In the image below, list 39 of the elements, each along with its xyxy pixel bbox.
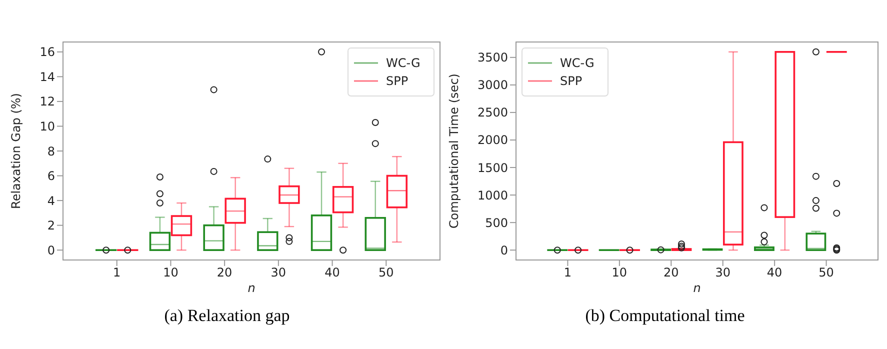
x-tick-label: 10 (612, 266, 628, 280)
y-tick-label: 8 (47, 144, 55, 158)
y-tick-label: 1500 (477, 160, 508, 175)
y-tick-label: 2 (47, 218, 55, 233)
y-tick-label: 16 (40, 45, 55, 60)
legend-label: WC-G (386, 56, 420, 70)
y-tick-label: 2500 (477, 106, 508, 120)
text: (a) Relaxation gap (163, 306, 291, 326)
x-tick-label: 40 (324, 266, 340, 280)
x-tick-label: 20 (216, 266, 232, 280)
y-tick-label: 14 (40, 70, 55, 84)
y-tick-label: 3000 (477, 78, 508, 92)
y-tick-label: 3500 (477, 50, 508, 65)
legend-label: SPP (560, 74, 582, 88)
text: (b) Computational time (584, 306, 746, 326)
x-tick-label: 50 (818, 266, 834, 280)
y-tick-label: 1000 (477, 188, 508, 202)
x-tick-label: 10 (163, 266, 178, 280)
x-tick-label: 30 (715, 266, 730, 280)
y-tick-label: 12 (40, 94, 55, 109)
y-tick-label: 500 (485, 216, 508, 230)
y-tick-label: 4 (47, 194, 55, 208)
y-tick-label: 6 (47, 169, 55, 184)
legend-label: WC-G (560, 56, 594, 70)
y-tick-label: 2000 (477, 133, 508, 148)
y-tick-label: 10 (40, 119, 55, 134)
x-axis-title: n (248, 281, 256, 295)
x-axis-title: n (693, 281, 701, 295)
x-tick-label: 1 (564, 266, 572, 280)
y-axis-title: Computational Time (sec) (447, 74, 461, 228)
y-tick-label: 0 (500, 243, 508, 258)
x-tick-label: 30 (270, 266, 286, 280)
x-tick-label: 20 (664, 266, 679, 280)
x-tick-label: 1 (113, 266, 121, 280)
x-tick-label: 50 (378, 266, 394, 280)
legend-label: SPP (386, 74, 408, 88)
y-axis-title: Relaxation Gap (%) (9, 93, 23, 209)
y-tick-label: 0 (47, 243, 55, 258)
x-tick-label: 40 (766, 266, 782, 280)
